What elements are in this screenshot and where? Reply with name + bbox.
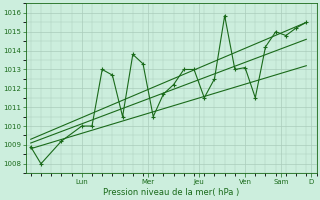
X-axis label: Pression niveau de la mer( hPa ): Pression niveau de la mer( hPa ): [103, 188, 239, 197]
